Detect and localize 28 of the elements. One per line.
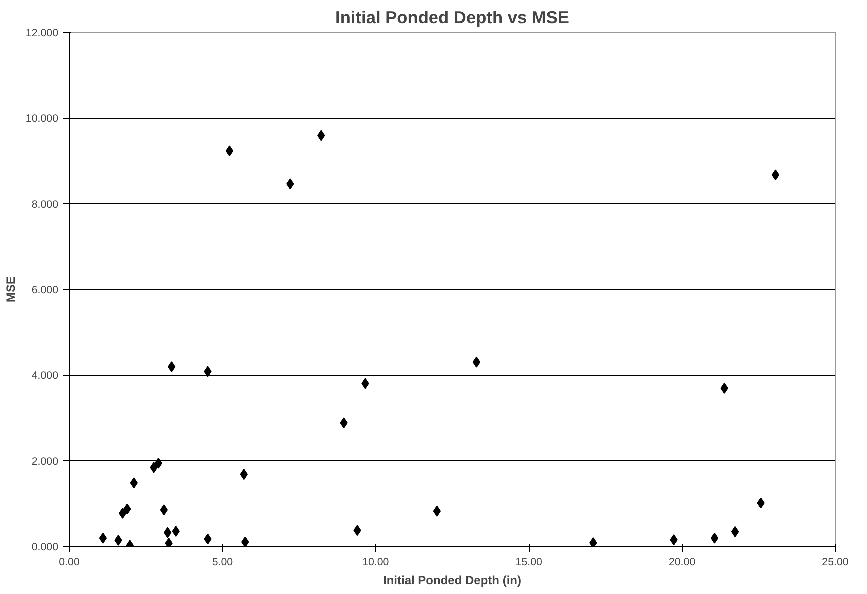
x-tick-label: 10.00 [362,556,390,568]
x-tick-label: 0.00 [59,556,80,568]
y-tick-label: 4.000 [32,370,59,382]
point [242,536,250,546]
y-tick-label: 12.000 [26,28,59,40]
point [160,504,168,516]
point [165,538,173,546]
x-axis-title: Initial Ponded Depth (in) [384,574,522,588]
point [772,170,780,181]
point [472,356,481,368]
y-tick-label: 8.000 [32,198,59,211]
y-tick-label: 2.000 [32,456,59,468]
point [433,506,442,517]
x-tick-label: 20.00 [668,556,696,568]
point [226,146,234,157]
point [590,538,598,546]
chart-title: Initial Ponded Depth vs MSE [336,8,570,28]
point [118,508,127,520]
point [731,526,740,538]
x-tick-label: 5.00 [212,556,234,568]
y-tick-label: 6.000 [32,284,59,296]
x-tick-label: 25.00 [822,556,849,568]
point [99,532,108,544]
point [710,532,719,544]
y-axis-title: MSE [4,276,18,302]
y-tick-label: 10.000 [26,113,59,126]
x-tick-label: 15.00 [516,556,543,568]
y-tick-label: 0.000 [32,542,59,554]
